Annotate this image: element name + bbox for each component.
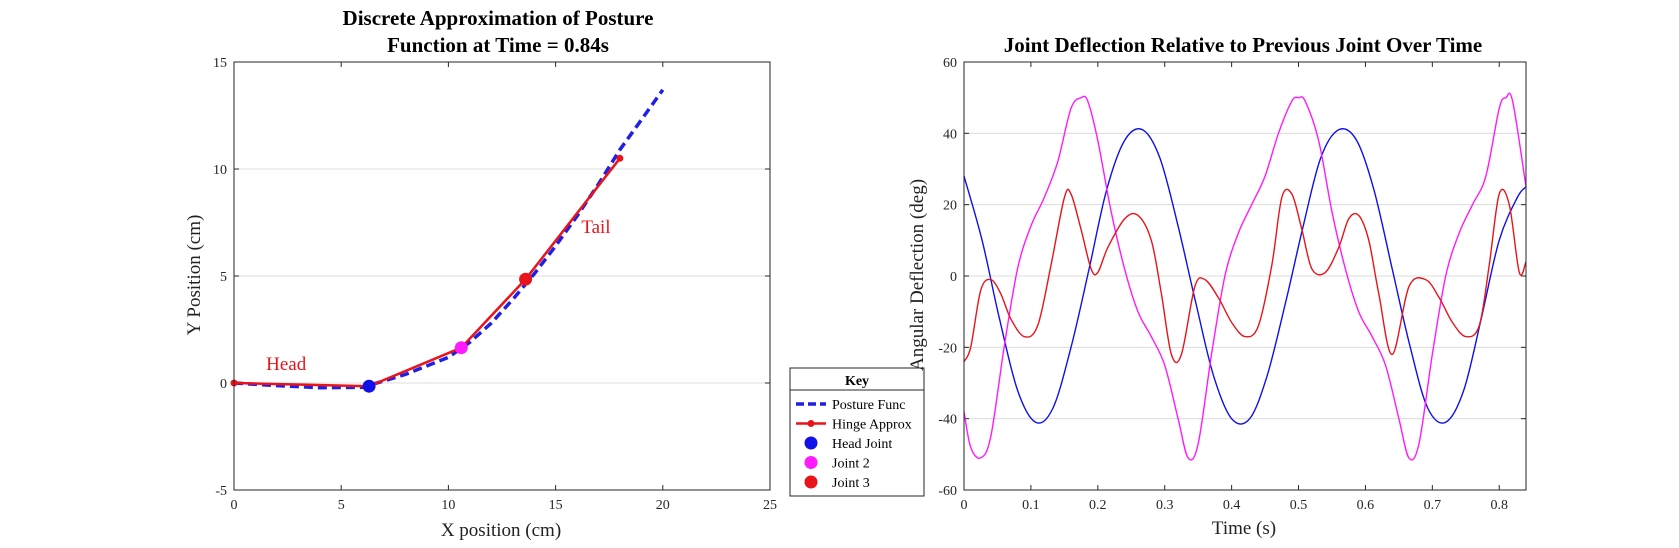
- posture-plot-ytick-label: -5: [215, 484, 227, 499]
- posture-plot-xtick-label: 10: [441, 498, 455, 513]
- posture-plot-xtick-label: 5: [338, 498, 345, 513]
- joint-3-deflection-line: [963, 188, 1527, 364]
- deflection-plot-frame: [963, 61, 1527, 491]
- legend-entry-head-joint: Head Joint: [804, 436, 892, 452]
- posture-plot-xtick-label: 25: [763, 498, 777, 513]
- legend-swatch-marker: [807, 420, 815, 427]
- legend-entry-hinge-approx: Hinge Approx: [796, 418, 912, 433]
- deflection-plot-series: [963, 92, 1527, 461]
- posture-plot-ytick-label: 0: [220, 377, 227, 392]
- deflection-plot-xtick-label: 0.1: [1022, 498, 1040, 513]
- deflection-plot-ytick-label: -40: [938, 413, 957, 428]
- deflection-plot-xlabel: Time (s): [1212, 518, 1276, 539]
- posture-plot: Discrete Approximation of Posture Functi…: [184, 6, 777, 541]
- deflection-plot-xtick-label: 0.5: [1290, 498, 1308, 513]
- posture-plot-ytick-label: 15: [213, 56, 227, 71]
- posture-plot-annotations: Head Tail: [266, 217, 610, 375]
- posture-plot-xtick-label: 20: [656, 498, 670, 513]
- legend: Key Posture Func Hinge Approx Head Joint Jo…: [789, 367, 925, 497]
- deflection-plot-xtick-label: 0.6: [1357, 498, 1375, 513]
- legend-entry-joint-2: Joint 2: [804, 456, 870, 472]
- deflection-plot-xtick-label: 0.4: [1223, 498, 1241, 513]
- legend-label: Joint 3: [832, 476, 870, 491]
- legend-label: Hinge Approx: [832, 418, 912, 433]
- deflection-plot-xtick-label: 0.3: [1156, 498, 1174, 513]
- joint-3-point: [519, 272, 533, 286]
- posture-plot-title-line-1: Discrete Approximation of Posture: [343, 6, 654, 30]
- deflection-plot-ticks: -60 -40 -20 0 20 40 60 0 0.1 0.2 0.3 0.4 0.5 0.6 0.7 0.…: [938, 56, 1526, 513]
- legend-entry-posture-func: Posture Func: [796, 398, 906, 413]
- legend-swatch: [804, 475, 818, 489]
- deflection-plot-xtick-label: 0: [961, 498, 968, 513]
- deflection-plot-ytick-label: 60: [943, 56, 957, 71]
- posture-plot-ytick-label: 10: [213, 163, 227, 178]
- joint-2-point: [454, 341, 468, 355]
- posture-plot-frame: [233, 61, 771, 491]
- deflection-plot-xtick-label: 0.7: [1424, 498, 1442, 513]
- legend-label: Posture Func: [832, 398, 906, 413]
- head-joint-point: [362, 379, 376, 393]
- posture-func-line: [233, 88, 665, 390]
- joint-2-deflection-line: [963, 92, 1527, 461]
- deflection-plot-grid: [964, 132, 1526, 420]
- posture-plot-grid: [234, 168, 770, 384]
- legend-swatch: [804, 436, 818, 450]
- posture-plot-xtick-label: 15: [549, 498, 563, 513]
- head-annotation: Head: [266, 354, 307, 375]
- deflection-plot-ylabel: Angular Deflection (deg): [907, 179, 928, 371]
- legend-title: Key: [845, 374, 869, 389]
- posture-plot-ytick-label: 5: [220, 270, 227, 285]
- posture-plot-title-line-2: Function at Time = 0.84s: [387, 33, 609, 57]
- deflection-plot-xtick-label: 0.2: [1089, 498, 1107, 513]
- deflection-plot-ytick-label: 20: [943, 199, 957, 214]
- posture-plot-xtick-label: 0: [231, 498, 238, 513]
- hinge-approx-marker: [616, 154, 624, 162]
- deflection-plot-ytick-label: 0: [950, 270, 957, 285]
- deflection-plot: Joint Deflection Relative to Previous Jo…: [907, 33, 1527, 539]
- deflection-plot-ytick-label: -60: [938, 484, 957, 499]
- deflection-plot-ytick-label: -20: [938, 341, 957, 356]
- posture-plot-xlabel: X position (cm): [441, 520, 561, 541]
- legend-swatch: [804, 456, 818, 469]
- deflection-plot-xtick-label: 0.8: [1490, 498, 1508, 513]
- legend-box: [789, 367, 925, 497]
- head-joint-deflection-line: [963, 128, 1527, 425]
- deflection-plot-ytick-label: 40: [943, 127, 957, 142]
- legend-entry-joint-3: Joint 3: [804, 475, 870, 491]
- deflection-plot-title: Joint Deflection Relative to Previous Jo…: [1004, 33, 1482, 57]
- posture-plot-ylabel: Y Position (cm): [184, 215, 205, 336]
- tail-annotation: Tail: [581, 217, 610, 238]
- posture-plot-joints: [362, 272, 533, 393]
- legend-label: Joint 2: [832, 457, 870, 472]
- legend-label: Head Joint: [832, 437, 892, 452]
